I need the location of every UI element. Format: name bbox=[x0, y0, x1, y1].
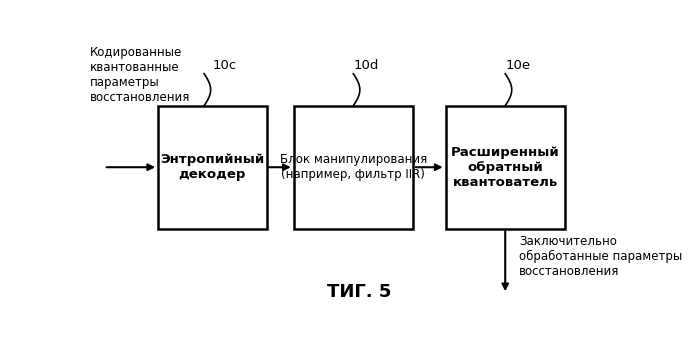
Text: Заключительно
обработанные параметры
восстановления: Заключительно обработанные параметры вос… bbox=[519, 235, 682, 278]
Text: Кодированные
квантованные
параметры
восстановления: Кодированные квантованные параметры восс… bbox=[90, 46, 190, 104]
Text: Блок манипулирования
(например, фильтр IIR): Блок манипулирования (например, фильтр I… bbox=[280, 153, 427, 181]
Bar bbox=[294, 106, 413, 229]
Bar bbox=[446, 106, 565, 229]
Text: 10d: 10d bbox=[354, 59, 379, 72]
Bar bbox=[158, 106, 267, 229]
Text: 10c: 10c bbox=[212, 59, 237, 72]
Text: ΤИГ. 5: ΤИГ. 5 bbox=[327, 283, 391, 301]
Text: 10e: 10e bbox=[505, 59, 531, 72]
Text: Энтропийный
декодер: Энтропийный декодер bbox=[160, 153, 265, 181]
Text: Расширенный
обратный
квантователь: Расширенный обратный квантователь bbox=[451, 146, 559, 189]
